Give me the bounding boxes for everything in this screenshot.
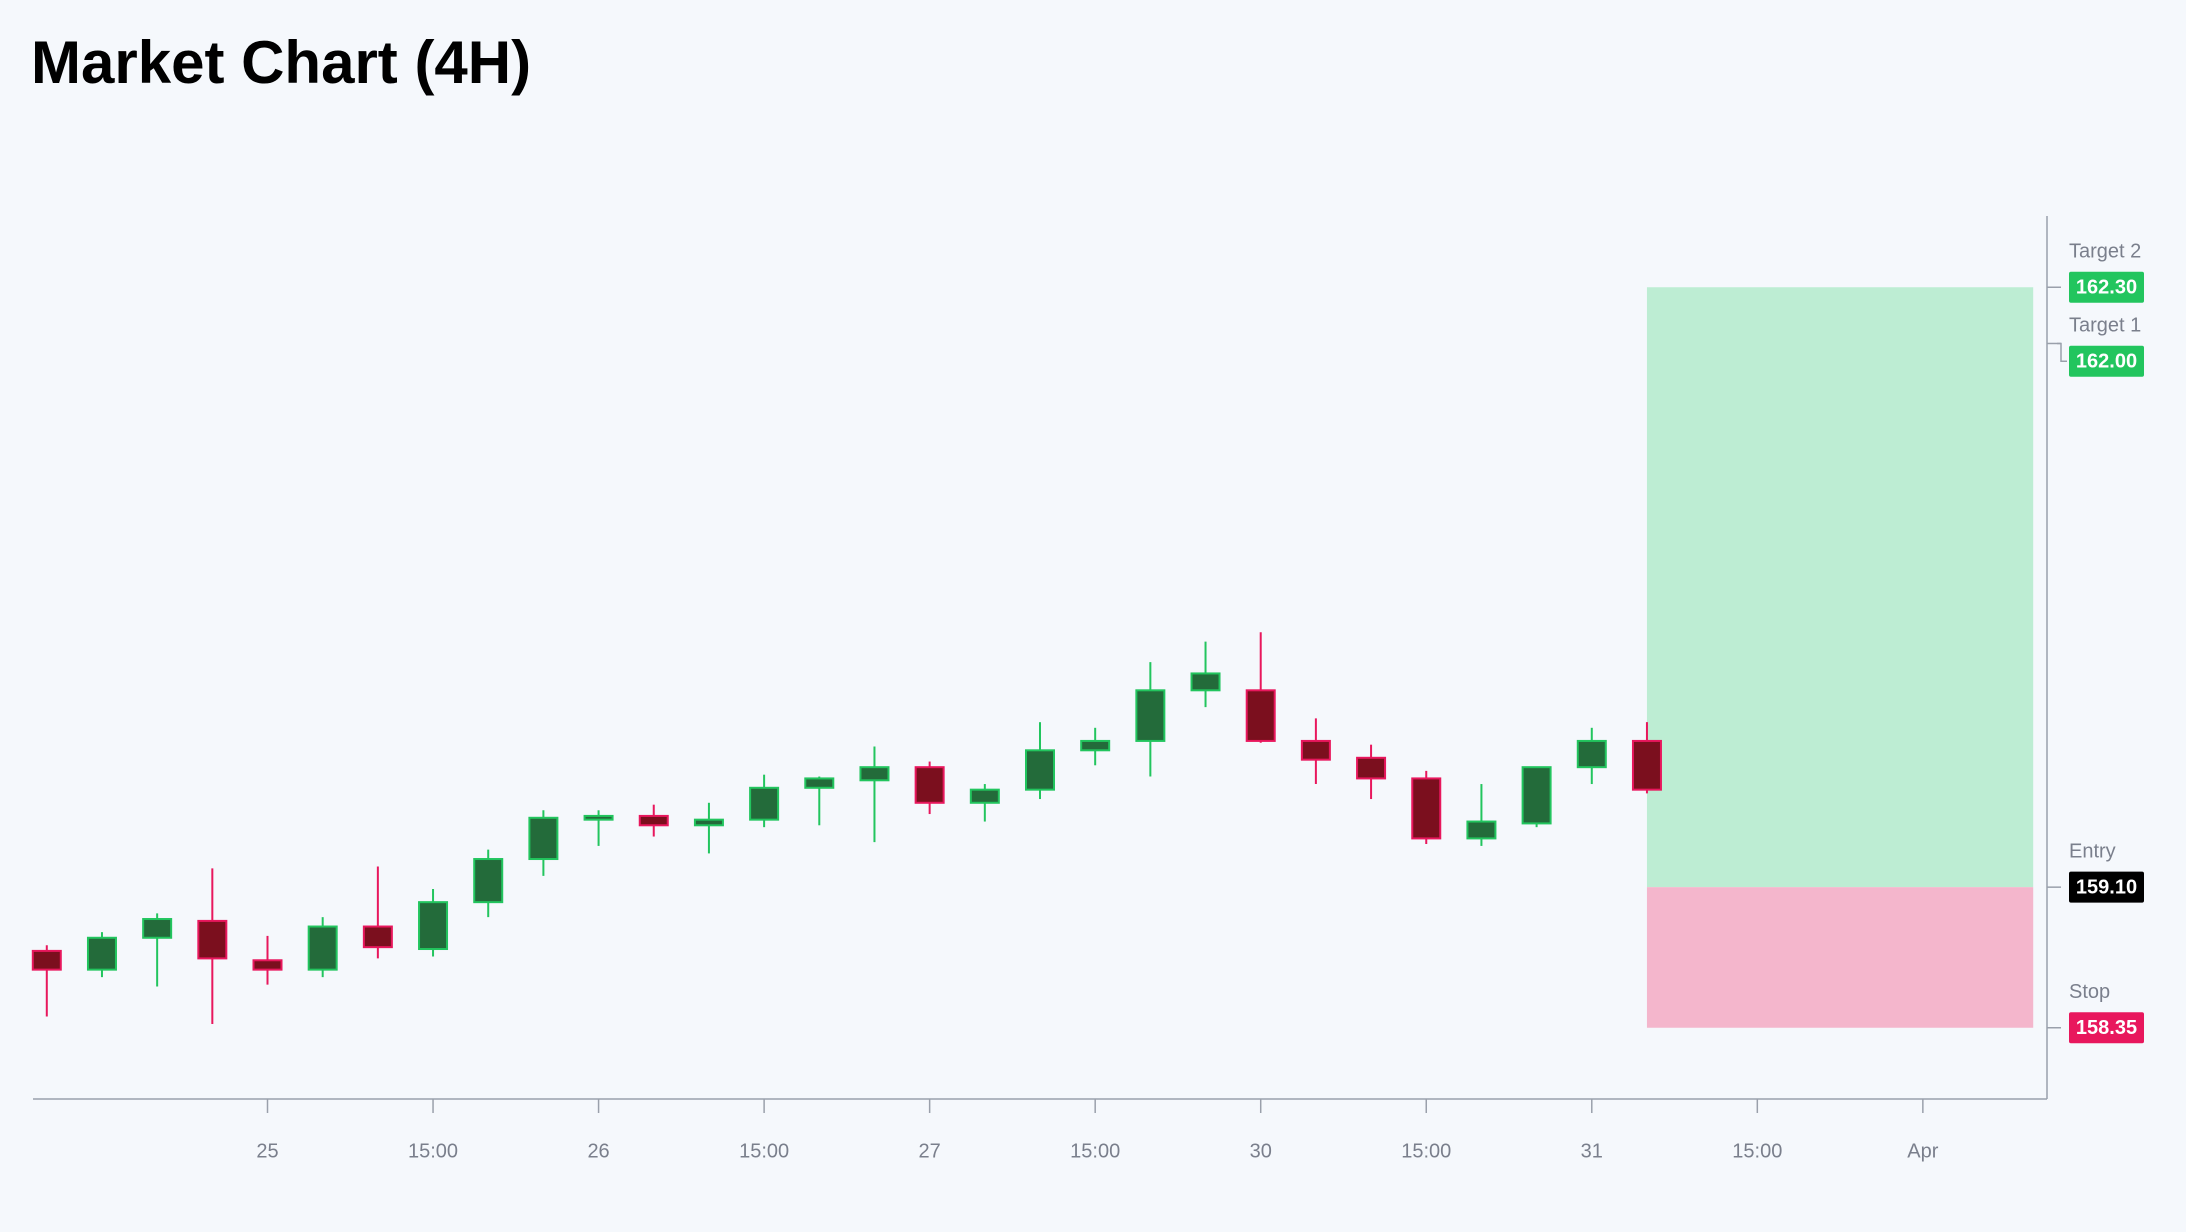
level-connector xyxy=(2057,342,2067,362)
x-tick-label: 25 xyxy=(256,1140,278,1162)
candle-body xyxy=(638,814,669,827)
level-value: 158.35 xyxy=(2076,1017,2137,1039)
level-name: Entry xyxy=(2069,840,2116,862)
candle-body xyxy=(859,766,890,782)
candle-body xyxy=(307,925,338,971)
candle-body xyxy=(528,816,559,861)
level-name: Target 1 xyxy=(2069,315,2141,337)
level-box xyxy=(2069,1012,2144,1044)
candle-body xyxy=(969,788,1000,804)
candle-body xyxy=(804,777,835,789)
candle-body xyxy=(749,786,780,821)
loss-zone xyxy=(1646,887,2034,1028)
x-tick-label: 15:00 xyxy=(1732,1140,1782,1162)
x-tick-label: 26 xyxy=(587,1140,609,1162)
x-tick-label: 15:00 xyxy=(1070,1140,1120,1162)
candle-body xyxy=(1025,749,1055,791)
candle-body xyxy=(1521,766,1552,825)
x-tick-label: 30 xyxy=(1250,1140,1272,1162)
candle-body xyxy=(142,918,173,939)
candle-body xyxy=(1080,739,1111,752)
chart-title: Market Chart (4H) xyxy=(31,29,531,96)
x-tick-label: 31 xyxy=(1581,1140,1603,1162)
level-name: Stop xyxy=(2069,981,2110,1003)
candle-body xyxy=(1631,739,1662,791)
level-value: 162.30 xyxy=(2076,277,2137,299)
candle-body xyxy=(31,949,62,971)
level-name: Target 2 xyxy=(2069,241,2141,263)
level-box xyxy=(2069,345,2144,377)
candle-body xyxy=(252,959,283,971)
candle-body xyxy=(1356,756,1387,780)
x-tick-label: 15:00 xyxy=(408,1140,458,1162)
candle-body xyxy=(1576,739,1607,769)
candle-body xyxy=(418,901,449,951)
candle-body xyxy=(1466,820,1497,840)
level-value: 159.10 xyxy=(2076,876,2137,898)
x-tick-label: Apr xyxy=(1907,1140,1938,1162)
candle-body xyxy=(1135,689,1166,742)
candle-body xyxy=(583,814,614,821)
x-tick-label: 27 xyxy=(919,1140,941,1162)
profit-zone xyxy=(1646,287,2034,888)
candle-body xyxy=(362,925,393,949)
candle-body xyxy=(473,858,504,904)
x-tick-label: 15:00 xyxy=(739,1140,789,1162)
candle-body xyxy=(1300,739,1331,761)
candle-body xyxy=(693,818,724,827)
candle-body xyxy=(1411,777,1442,840)
level-box xyxy=(2069,271,2144,303)
level-box xyxy=(2069,871,2144,903)
candle-body xyxy=(1245,689,1276,742)
level-value: 162.00 xyxy=(2076,351,2137,373)
candle-body xyxy=(914,766,945,804)
candle-body xyxy=(86,936,117,971)
candle-body xyxy=(197,919,228,960)
x-tick-label: 15:00 xyxy=(1401,1140,1451,1162)
candle-body xyxy=(1190,672,1221,692)
